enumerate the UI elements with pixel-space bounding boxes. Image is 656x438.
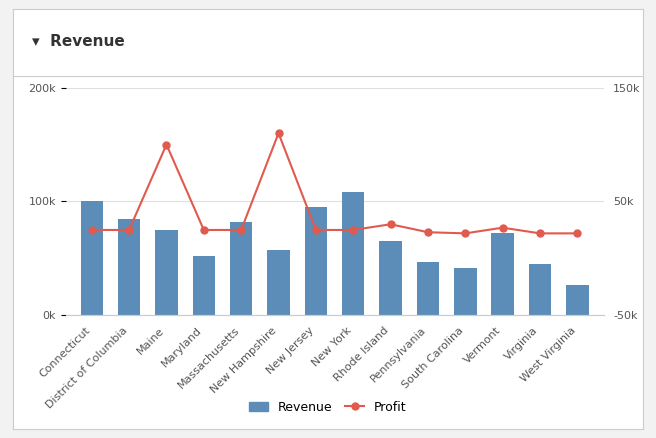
Bar	[118, 219, 140, 315]
Legend: Revenue, Profit: Revenue, Profit	[245, 396, 411, 419]
Bar	[304, 207, 327, 315]
Bar	[230, 222, 253, 315]
Bar	[193, 256, 215, 315]
Text: ▾  Revenue: ▾ Revenue	[32, 34, 125, 49]
Bar	[342, 192, 365, 315]
Bar	[81, 201, 103, 315]
Bar	[566, 285, 588, 315]
Bar	[529, 264, 551, 315]
Bar	[417, 262, 439, 315]
Bar	[155, 230, 178, 315]
Bar	[379, 241, 401, 315]
Bar	[454, 268, 476, 315]
Bar	[268, 251, 290, 315]
Bar	[491, 233, 514, 315]
